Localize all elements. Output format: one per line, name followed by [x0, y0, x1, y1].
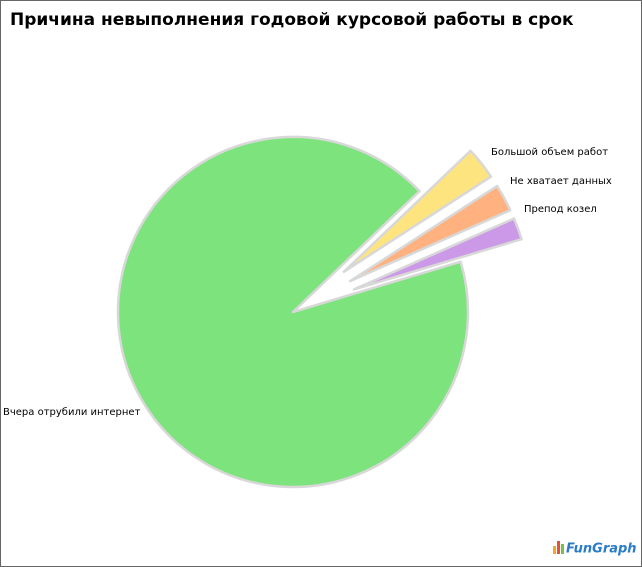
pie-slice [352, 217, 523, 291]
pie-slice [348, 184, 512, 283]
slice-label: Препод козел [524, 204, 597, 215]
pie-slice [116, 135, 470, 489]
slice-label: Вчера отрубили интернет [3, 407, 141, 418]
slice-label: Большой объем работ [491, 147, 608, 158]
slice-label: Не хватает данных [510, 176, 612, 187]
pie-slice [342, 149, 493, 273]
watermark: FunGraph [566, 542, 637, 557]
logo-bar [561, 544, 564, 554]
logo: FunGraph [553, 541, 637, 557]
logo-bar [557, 541, 560, 554]
chart-title: Причина невыполнения годовой курсовой ра… [10, 10, 574, 30]
logo-bar [553, 546, 556, 554]
